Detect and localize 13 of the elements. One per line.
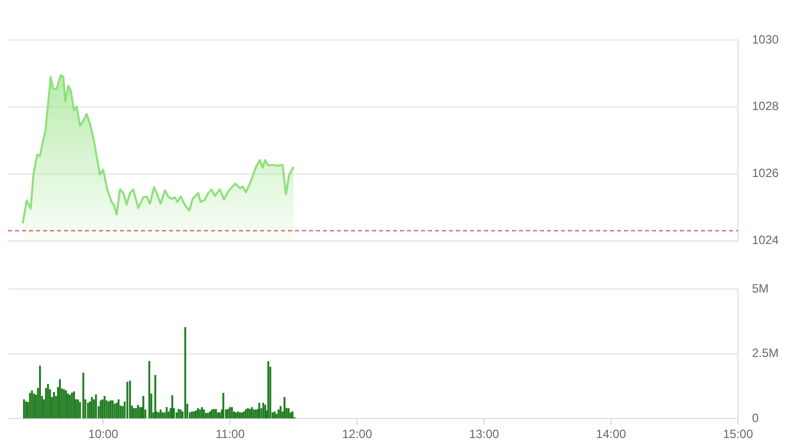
x-tick-label: 11:00 xyxy=(216,427,246,442)
y-tick-label: 2.5M xyxy=(752,346,779,360)
y-tick-label: 1028 xyxy=(752,99,780,114)
y-tick-label: 5M xyxy=(752,282,769,296)
y-tick-label: 1024 xyxy=(752,233,780,248)
y-tick-label: 0 xyxy=(752,410,759,425)
x-tick-label: 13:00 xyxy=(469,427,500,442)
y-tick-label: 1030 xyxy=(752,32,780,46)
y-tick-label: 1026 xyxy=(752,166,780,180)
x-tick-label: 12:00 xyxy=(342,427,372,442)
x-tick-label: 14:00 xyxy=(596,427,626,442)
x-tick-label: 15:00 xyxy=(722,427,754,442)
x-tick-label: 10:00 xyxy=(88,427,119,442)
